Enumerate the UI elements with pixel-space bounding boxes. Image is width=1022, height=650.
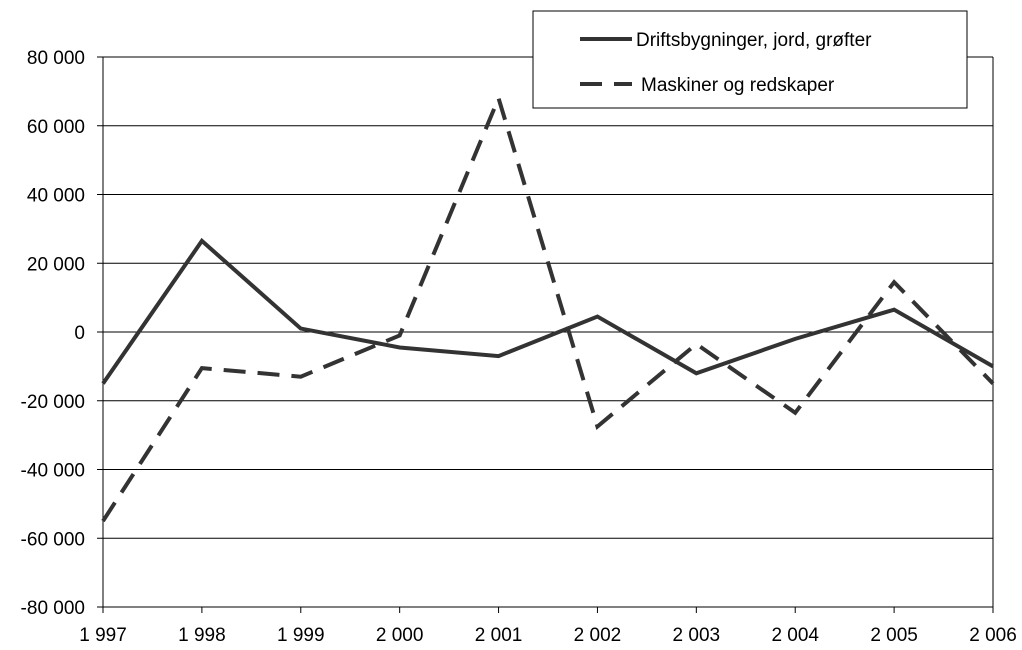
x-tick-label-9: 2 006 bbox=[969, 625, 1017, 646]
y-tick-label-7: -60 000 bbox=[21, 529, 85, 550]
y-tick-label-0: 80 000 bbox=[27, 48, 85, 69]
y-tick-label-6: -40 000 bbox=[21, 461, 85, 482]
legend-label-series-1: Driftsbygninger, jord, grøfter bbox=[636, 30, 872, 51]
series-line-1 bbox=[101, 237, 994, 385]
y-axis-tick-labels: 80 000 60 000 40 000 20 000 0 -20 000 -40 000 -… bbox=[21, 48, 85, 619]
gridlines bbox=[103, 56, 993, 608]
x-tick-label-6: 2 003 bbox=[673, 625, 721, 646]
y-tick-label-4: 0 bbox=[74, 323, 85, 344]
legend-box bbox=[532, 10, 968, 109]
y-tick-label-1: 60 000 bbox=[27, 117, 85, 138]
x-tick-label-0: 1 997 bbox=[79, 625, 127, 646]
x-tick-label-4: 2 001 bbox=[475, 625, 523, 646]
y-tick-label-8: -80 000 bbox=[21, 598, 85, 619]
x-tick-label-1: 1 998 bbox=[178, 625, 226, 646]
axes bbox=[97, 56, 994, 613]
x-tick-label-2: 1 999 bbox=[277, 625, 325, 646]
y-tick-label-2: 40 000 bbox=[27, 186, 85, 207]
legend: Driftsbygninger, jord, grøfter Maskiner … bbox=[532, 10, 968, 109]
x-tick-label-8: 2 005 bbox=[870, 625, 918, 646]
x-tick-label-3: 2 000 bbox=[376, 625, 424, 646]
series-line-2 bbox=[101, 92, 995, 523]
x-tick-label-7: 2 004 bbox=[771, 625, 819, 646]
x-axis-tick-labels: 1 997 1 998 1 999 2 000 2 001 2 002 2 003 2 004… bbox=[79, 625, 1017, 646]
series-lines bbox=[101, 92, 995, 523]
y-tick-label-3: 20 000 bbox=[27, 254, 85, 275]
series-2-point-6 bbox=[694, 342, 698, 346]
x-tick-label-5: 2 002 bbox=[574, 625, 622, 646]
legend-label-series-2: Maskiner og redskaper bbox=[641, 75, 835, 96]
y-tick-label-5: -20 000 bbox=[21, 392, 85, 413]
